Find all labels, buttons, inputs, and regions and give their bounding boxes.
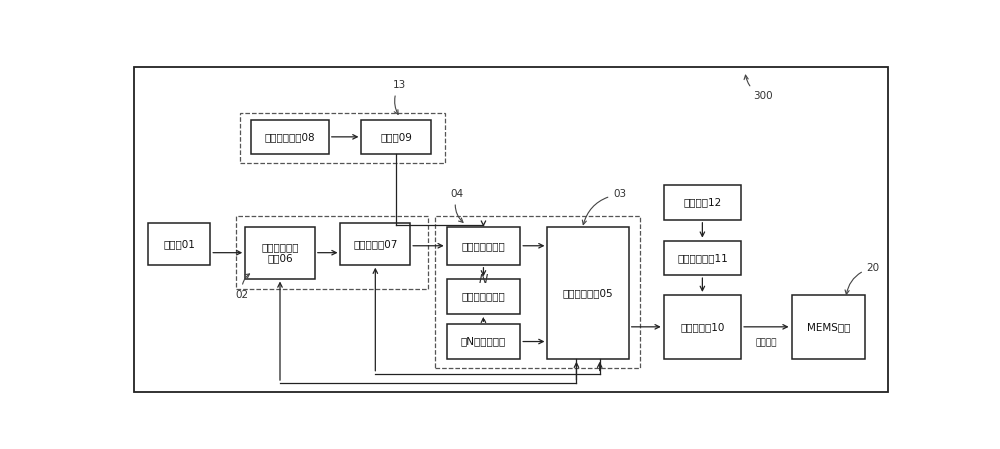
Bar	[447, 324, 520, 359]
Text: 04: 04	[450, 189, 464, 222]
Text: 电源模块12: 电源模块12	[683, 198, 722, 207]
Bar	[547, 227, 629, 359]
Bar	[447, 279, 520, 314]
Text: 低通滤波器10: 低通滤波器10	[680, 322, 725, 332]
Text: 第一前级电荷泵: 第一前级电荷泵	[462, 241, 505, 251]
Text: 振荡器01: 振荡器01	[163, 239, 195, 249]
Text: 偏置电压: 偏置电压	[756, 338, 777, 347]
Text: 稳压器09: 稳压器09	[380, 132, 412, 142]
Bar	[240, 113, 445, 163]
Text: 13: 13	[392, 80, 406, 114]
Text: N: N	[478, 273, 488, 286]
Text: 第二前级电荷泵: 第二前级电荷泵	[462, 291, 505, 302]
Text: 03: 03	[582, 189, 626, 224]
Bar	[236, 216, 428, 289]
Bar	[664, 185, 741, 220]
Bar	[340, 223, 410, 265]
Text: MEMS芯片: MEMS芯片	[807, 322, 850, 332]
Text: 第N前级电荷泵: 第N前级电荷泵	[461, 337, 506, 347]
Bar	[447, 227, 520, 265]
Bar	[664, 241, 741, 275]
Bar	[251, 119, 329, 154]
Text: 时钟幅度加倍
电路06: 时钟幅度加倍 电路06	[261, 242, 299, 264]
Bar	[435, 216, 640, 369]
Bar	[148, 223, 210, 265]
Text: 输出级电荷泵05: 输出级电荷泵05	[563, 288, 613, 298]
Bar	[245, 227, 315, 278]
Bar	[664, 295, 741, 359]
Text: 02: 02	[236, 274, 250, 299]
Bar	[361, 119, 431, 154]
Text: 300: 300	[744, 75, 772, 101]
Text: 电压检测模块11: 电压检测模块11	[677, 253, 728, 263]
Text: 20: 20	[845, 263, 880, 295]
Text: 二分频电路07: 二分频电路07	[353, 239, 398, 249]
Text: 带隙基准电路08: 带隙基准电路08	[265, 132, 315, 142]
Bar	[792, 295, 865, 359]
